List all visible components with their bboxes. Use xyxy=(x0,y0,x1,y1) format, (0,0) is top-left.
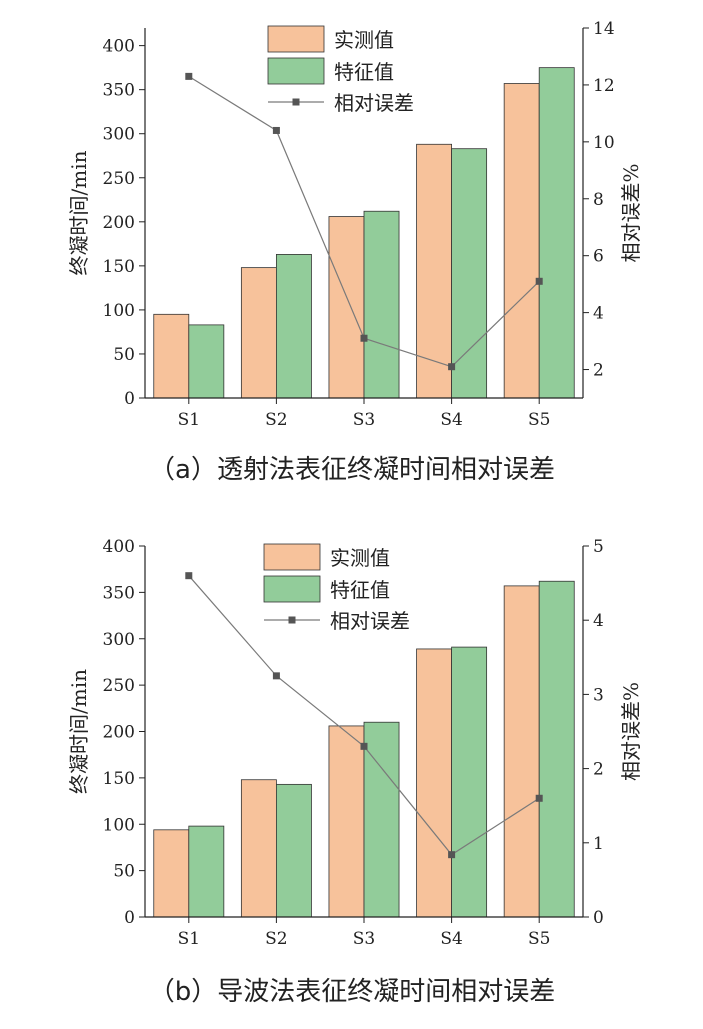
y2-tick-label: 8 xyxy=(593,190,604,210)
y2-tick-label: 0 xyxy=(593,908,604,928)
bar-feature-s4 xyxy=(451,646,488,918)
y-tick-label: 350 xyxy=(103,81,135,101)
bar-measured-s3 xyxy=(328,725,365,918)
legend-label-feature: 特征值 xyxy=(330,578,390,602)
y2-tick-label: 5 xyxy=(593,537,604,557)
y-tick-label: 50 xyxy=(113,345,135,365)
y-tick-label: 350 xyxy=(103,583,135,603)
error-point-s4 xyxy=(448,363,456,371)
x-tick-label-s4: S4 xyxy=(440,929,462,949)
y-tick-label: 0 xyxy=(124,389,135,409)
x-tick-label-s2: S2 xyxy=(265,410,287,430)
x-tick-label-s1: S1 xyxy=(178,929,200,949)
legend-swatch-error-marker xyxy=(288,616,296,624)
bar-feature-s2 xyxy=(275,783,312,918)
bar-feature-s3 xyxy=(363,210,400,399)
bar-measured-s5 xyxy=(503,585,540,918)
bar-measured-s2 xyxy=(240,267,277,399)
bar-measured-s1 xyxy=(153,313,190,399)
error-point-s3 xyxy=(360,334,368,342)
bar-measured-s3 xyxy=(328,216,365,399)
y2-tick-label: 2 xyxy=(593,361,604,381)
y2-tick-label: 10 xyxy=(593,133,615,153)
legend-swatch-measured xyxy=(263,543,321,571)
y-tick-label: 400 xyxy=(103,537,135,557)
bar-measured-s4 xyxy=(416,143,452,399)
figure-caption: （b）导波法表征终凝时间相对误差 xyxy=(149,977,556,1007)
error-point-s5 xyxy=(535,277,543,285)
bar-feature-s5 xyxy=(538,580,575,918)
error-point-s5 xyxy=(535,794,543,802)
y2-tick-label: 4 xyxy=(593,304,604,324)
legend-swatch-feature xyxy=(263,575,321,603)
x-tick-label-s5: S5 xyxy=(528,410,550,430)
y-tick-label: 150 xyxy=(103,257,135,277)
error-point-s2 xyxy=(272,126,280,134)
y-tick-label: 300 xyxy=(103,630,135,650)
y2-axis-title: 相对误差% xyxy=(619,163,643,262)
bar-feature-s5 xyxy=(538,67,575,399)
y2-tick-label: 6 xyxy=(593,247,604,267)
y-tick-label: 200 xyxy=(103,213,135,233)
error-point-s3 xyxy=(360,742,368,750)
y-tick-label: 0 xyxy=(124,908,135,928)
y-tick-label: 300 xyxy=(103,125,135,145)
x-tick-label-s4: S4 xyxy=(440,410,462,430)
y-tick-label: 250 xyxy=(103,676,135,696)
legend-label-measured: 实测值 xyxy=(334,28,394,52)
bar-feature-s2 xyxy=(275,254,312,399)
error-point-s1 xyxy=(185,572,193,580)
bar-measured-s5 xyxy=(503,83,540,399)
y-tick-label: 400 xyxy=(103,37,135,57)
x-tick-label-s1: S1 xyxy=(178,410,200,430)
y-tick-label: 250 xyxy=(103,169,135,189)
bar-feature-s1 xyxy=(188,825,225,918)
y-tick-label: 150 xyxy=(103,769,135,789)
legend-swatch-error-marker xyxy=(292,98,300,106)
x-tick-label-s3: S3 xyxy=(353,410,375,430)
y2-tick-label: 2 xyxy=(593,760,604,780)
y-axis-title: 终凝时间/min xyxy=(67,669,91,794)
legend-label-error: 相对误差 xyxy=(330,609,410,633)
x-tick-label-s5: S5 xyxy=(528,929,550,949)
bar-feature-s1 xyxy=(188,324,225,399)
y-tick-label: 100 xyxy=(103,301,135,321)
bar-feature-s4 xyxy=(451,148,488,399)
bar-measured-s1 xyxy=(153,829,190,918)
legend-swatch-measured xyxy=(267,25,325,53)
figure-caption: （a）透射法表征终凝时间相对误差 xyxy=(149,455,555,485)
y2-tick-label: 4 xyxy=(593,611,604,631)
bar-measured-s2 xyxy=(240,779,277,918)
error-point-s1 xyxy=(185,72,193,80)
error-point-s4 xyxy=(448,851,456,859)
x-tick-label-s2: S2 xyxy=(265,929,287,949)
legend-swatch-feature xyxy=(267,57,325,85)
bar-measured-s4 xyxy=(416,648,452,918)
legend-label-feature: 特征值 xyxy=(334,60,394,84)
y2-tick-label: 1 xyxy=(593,834,604,854)
y2-axis-title: 相对误差% xyxy=(619,682,643,781)
y2-tick-label: 3 xyxy=(593,685,604,705)
bar-feature-s3 xyxy=(363,721,400,918)
x-tick-label-s3: S3 xyxy=(353,929,375,949)
chart-a: 0 50 100 150 200 250 300 350 400 2 4 6 8 10 12 14 S1 S2 S3… xyxy=(67,19,643,485)
legend-label-error: 相对误差 xyxy=(334,91,414,115)
y2-tick-label: 12 xyxy=(593,76,615,96)
y2-tick-label: 14 xyxy=(593,19,615,39)
y-tick-label: 50 xyxy=(113,862,135,882)
chart-b: 0 50 100 150 200 250 300 350 400 0 1 2 3 4 5 S1 S2 S3 S4 S5… xyxy=(67,537,643,1007)
error-point-s2 xyxy=(272,672,280,680)
y-axis-title: 终凝时间/min xyxy=(67,150,91,275)
y-tick-label: 100 xyxy=(103,815,135,835)
y-tick-label: 200 xyxy=(103,723,135,743)
legend-label-measured: 实测值 xyxy=(330,546,390,570)
